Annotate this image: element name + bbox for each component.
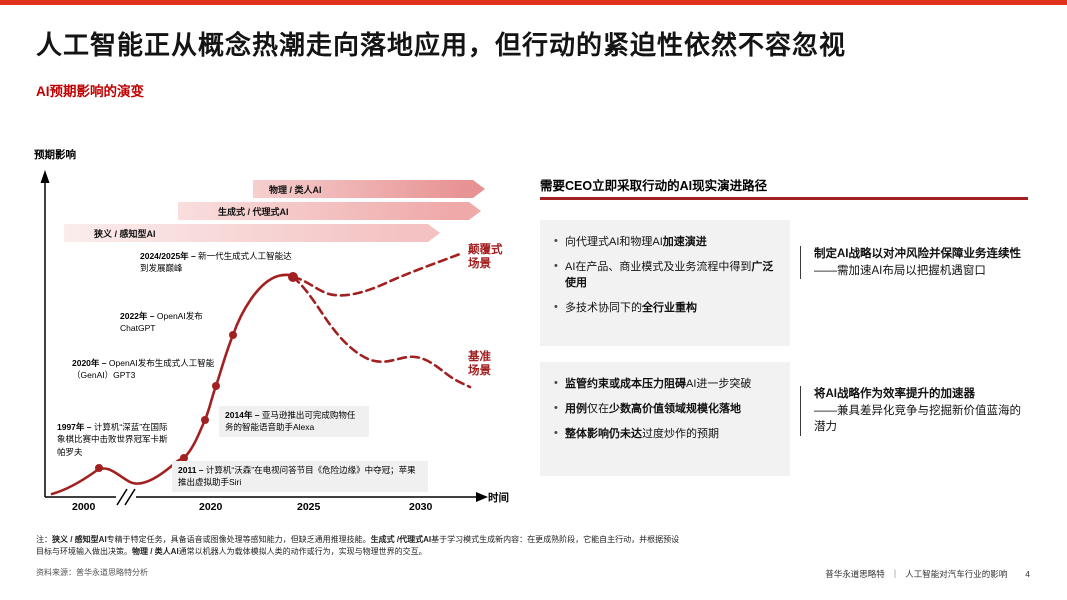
callout-strategy-risk: 制定AI战略以对冲风险并保障业务连续性 ——需加速AI布局以把握机遇窗口 xyxy=(800,246,1030,280)
milestone-text: OpenAI发布生成式人工智能（GenAI）GPT3 xyxy=(72,358,215,381)
milestone-year: 1997年 – xyxy=(57,422,92,432)
milestone-dot-peak xyxy=(288,272,298,282)
disruptive-scenario-box: 向代理式AI和物理AI加速演进 AI在产品、商业模式及业务流程中得到广泛使用 多… xyxy=(540,220,790,346)
band-narrow-perception-ai: 狭义 / 感知型AI xyxy=(64,224,440,242)
band-physical-humanoid-ai: 物理 / 类人AI xyxy=(253,180,485,198)
band-label: 物理 / 类人AI xyxy=(269,184,322,195)
milestone-text: 计算机“沃森”在电视问答节目《危险边缘》中夺冠；苹果推出虚拟助手Siri xyxy=(178,465,416,488)
page-subtitle: AI预期影响的演变 xyxy=(36,84,144,99)
top-accent-bar xyxy=(0,0,1067,5)
y-axis-label: 预期影响 xyxy=(34,149,76,161)
milestone-dot xyxy=(212,382,220,390)
scenario-label-disruptive: 颠覆式 场景 xyxy=(468,244,503,271)
source-note: 资料来源：普华永道思略特分析 xyxy=(36,568,148,577)
baseline-scenario-box: 监管约束或成本压力阻碍AI进一步突破 用例仅在少数高价值领域规模化落地 整体影响… xyxy=(540,362,790,476)
panel-heading: 需要CEO立即采取行动的AI现实演进路径 xyxy=(540,179,768,193)
axis-break-icon xyxy=(124,488,136,506)
scenario-label-baseline: 基准 场景 xyxy=(468,351,491,378)
milestone-2022: 2022年 – OpenAI发布ChatGPT xyxy=(120,310,232,335)
callout-head: 将AI战略作为效率提升的加速器 xyxy=(814,388,975,400)
y-axis-arrow-icon xyxy=(40,170,50,183)
milestone-1997: 1997年 – 计算机“深蓝”在国际象棋比赛中击败世界冠军卡斯帕罗夫 xyxy=(57,421,175,458)
milestone-text: 新一代生成式人工智能达到发展巅峰 xyxy=(140,251,292,274)
curve-baseline-dashed xyxy=(291,275,472,389)
callout-body: ——需加速AI布局以把握机遇窗口 xyxy=(814,264,986,277)
milestone-2024-2025: 2024/2025年 – 新一代生成式人工智能达到发展巅峰 xyxy=(140,250,295,275)
milestone-year: 2024/2025年 – xyxy=(140,251,196,261)
hype-curve-graphic xyxy=(40,170,488,506)
milestone-year: 2022年 – xyxy=(120,311,155,321)
axis-break-icon xyxy=(116,488,128,506)
axis-break-gap xyxy=(116,489,136,505)
x-tick: 2020 xyxy=(199,501,223,513)
milestone-2014: 2014年 – 亚马逊推出可完成购物任务的智能语音助手Alexa xyxy=(219,406,369,437)
bullet-item: 多技术协同下的全行业重构 xyxy=(552,300,778,317)
milestone-2011: 2011 – 计算机“沃森”在电视问答节目《危险边缘》中夺冠；苹果推出虚拟助手S… xyxy=(172,461,428,492)
milestone-dot xyxy=(95,464,103,472)
milestone-dot xyxy=(201,416,209,424)
curve-disruptive-dashed xyxy=(291,252,462,297)
band-label: 狭义 / 感知型AI xyxy=(94,228,156,239)
x-tick: 2025 xyxy=(297,501,321,513)
footer-brand: 普华永道思略特 xyxy=(825,569,885,579)
x-tick: 2000 xyxy=(72,501,96,513)
milestone-year: 2011 – xyxy=(178,465,204,475)
x-axis-arrow-icon xyxy=(476,492,488,502)
milestone-dot xyxy=(229,331,237,339)
milestone-text: 亚马逊推出可完成购物任务的智能语音助手Alexa xyxy=(225,410,356,433)
bullet-item: 向代理式AI和物理AI加速演进 xyxy=(552,234,778,251)
callout-head: 制定AI战略以对冲风险并保障业务连续性 xyxy=(814,248,1021,260)
milestone-text: 计算机“深蓝”在国际象棋比赛中击败世界冠军卡斯帕罗夫 xyxy=(57,422,168,457)
bullet-item: AI在产品、商业模式及业务流程中得到广泛使用 xyxy=(552,259,778,292)
x-tick: 2030 xyxy=(409,501,433,513)
footnote: 注：狭义 / 感知型AI专精于特定任务，具备语音或图像处理等感知能力，但缺乏通用… xyxy=(36,535,680,557)
footer: 普华永道思略特 ｜ 人工智能对汽车行业的影响 4 xyxy=(825,568,1030,580)
curve-solid xyxy=(50,273,295,496)
milestone-dot xyxy=(180,454,188,462)
bullet-item: 整体影响仍未达过度炒作的预期 xyxy=(552,426,778,443)
band-label: 生成式 / 代理式AI xyxy=(218,206,289,217)
milestone-text: OpenAI发布ChatGPT xyxy=(120,311,203,334)
bullet-item: 用例仅在少数高价值领域规模化落地 xyxy=(552,401,778,418)
milestone-2020: 2020年 – OpenAI发布生成式人工智能（GenAI）GPT3 xyxy=(72,357,217,382)
callout-strategy-accelerator: 将AI战略作为效率提升的加速器 ——兼具差异化竞争与挖掘新价值蓝海的潜力 xyxy=(800,386,1030,437)
footer-page-number: 4 xyxy=(1025,569,1030,579)
page-title: 人工智能正从概念热潮走向落地应用，但行动的紧迫性依然不容忽视 xyxy=(36,31,847,60)
footer-divider: ｜ xyxy=(890,569,900,579)
band-generative-agentic-ai: 生成式 / 代理式AI xyxy=(178,202,481,220)
bullet-item: 监管约束或成本压力阻碍AI进一步突破 xyxy=(552,376,778,393)
footer-doc-title: 人工智能对汽车行业的影响 xyxy=(905,569,1008,579)
x-axis-label: 时间 xyxy=(488,492,509,504)
milestone-year: 2020年 – xyxy=(72,358,107,368)
milestone-year: 2014年 – xyxy=(225,410,260,420)
callout-body: ——兼具差异化竞争与挖掘新价值蓝海的潜力 xyxy=(814,404,1021,434)
panel-heading-rule xyxy=(540,197,1028,200)
